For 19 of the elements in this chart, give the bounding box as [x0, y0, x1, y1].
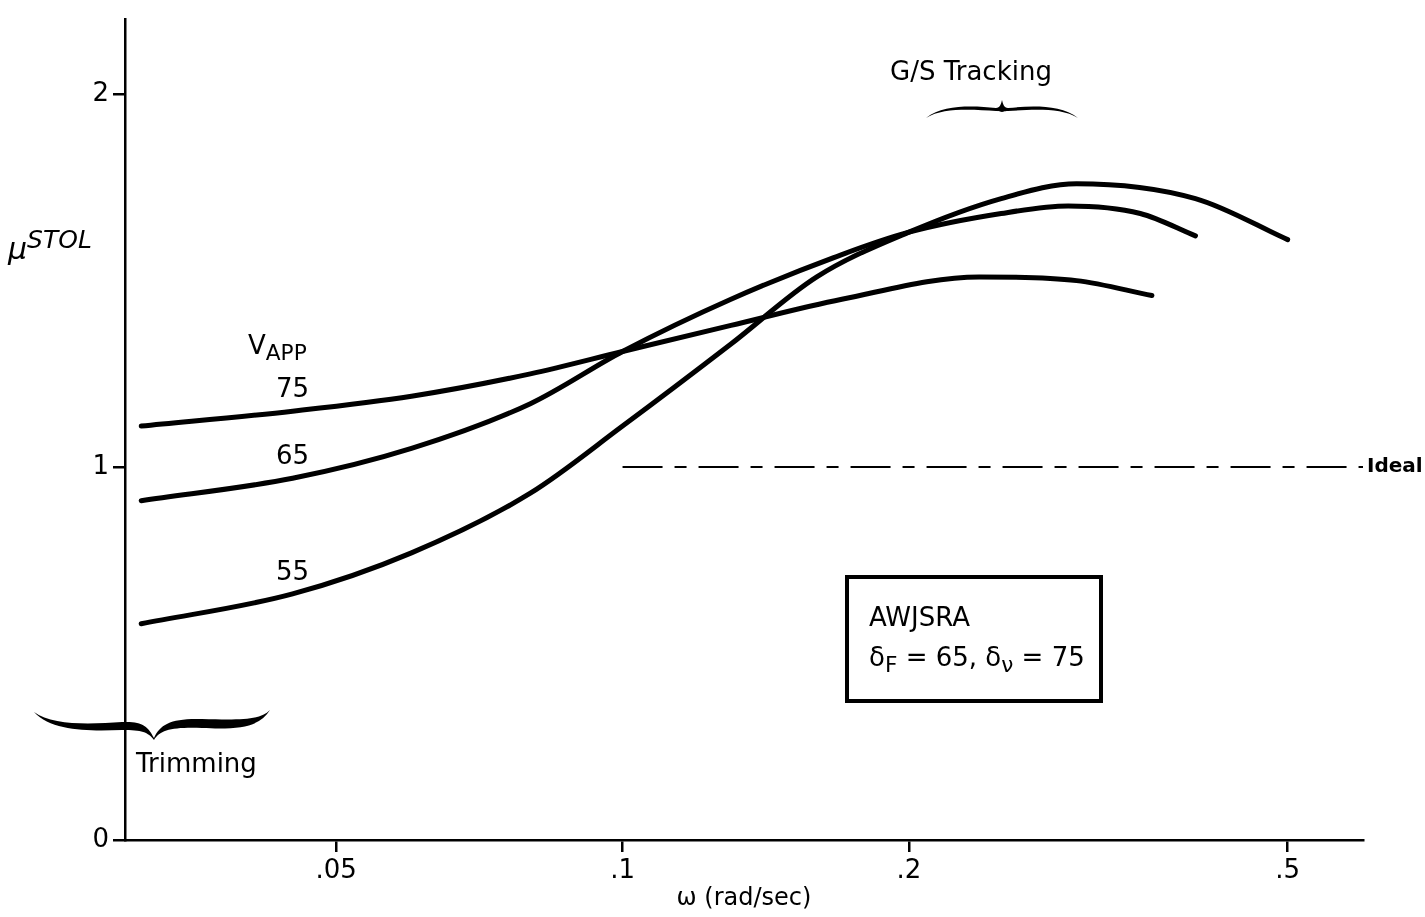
- annotation: Trimming: [136, 748, 257, 778]
- series-label: 65: [276, 440, 310, 471]
- series-label: 55: [276, 555, 310, 586]
- x-tick-label: .2: [896, 854, 922, 885]
- note-box: AWJSRA δ$_{F}$ = 65, δ$_{ν}$ = 75: [845, 575, 1103, 703]
- legend-title: V$_{APP}$: [248, 330, 307, 366]
- x-tick-label: .05: [315, 854, 357, 885]
- annotation: G/S Tracking: [890, 56, 1052, 86]
- y-tick-label: 1: [92, 449, 109, 480]
- ref-line-label: Ideal: [1367, 453, 1423, 478]
- y-axis-title: μ$^{STOL}$: [8, 225, 92, 266]
- x-tick-label: .5: [1275, 854, 1301, 885]
- annotation: AWJSRA: [869, 601, 972, 634]
- y-tick-label: 2: [92, 76, 109, 107]
- y-tick-label: 0: [92, 822, 109, 853]
- annotation: δ$_{F}$ = 65, δ$_{ν}$ = 75: [869, 641, 1085, 680]
- x-tick-label: .1: [610, 854, 635, 885]
- x-axis-title: ω (rad/sec): [676, 882, 812, 911]
- series-label: 75: [276, 372, 310, 403]
